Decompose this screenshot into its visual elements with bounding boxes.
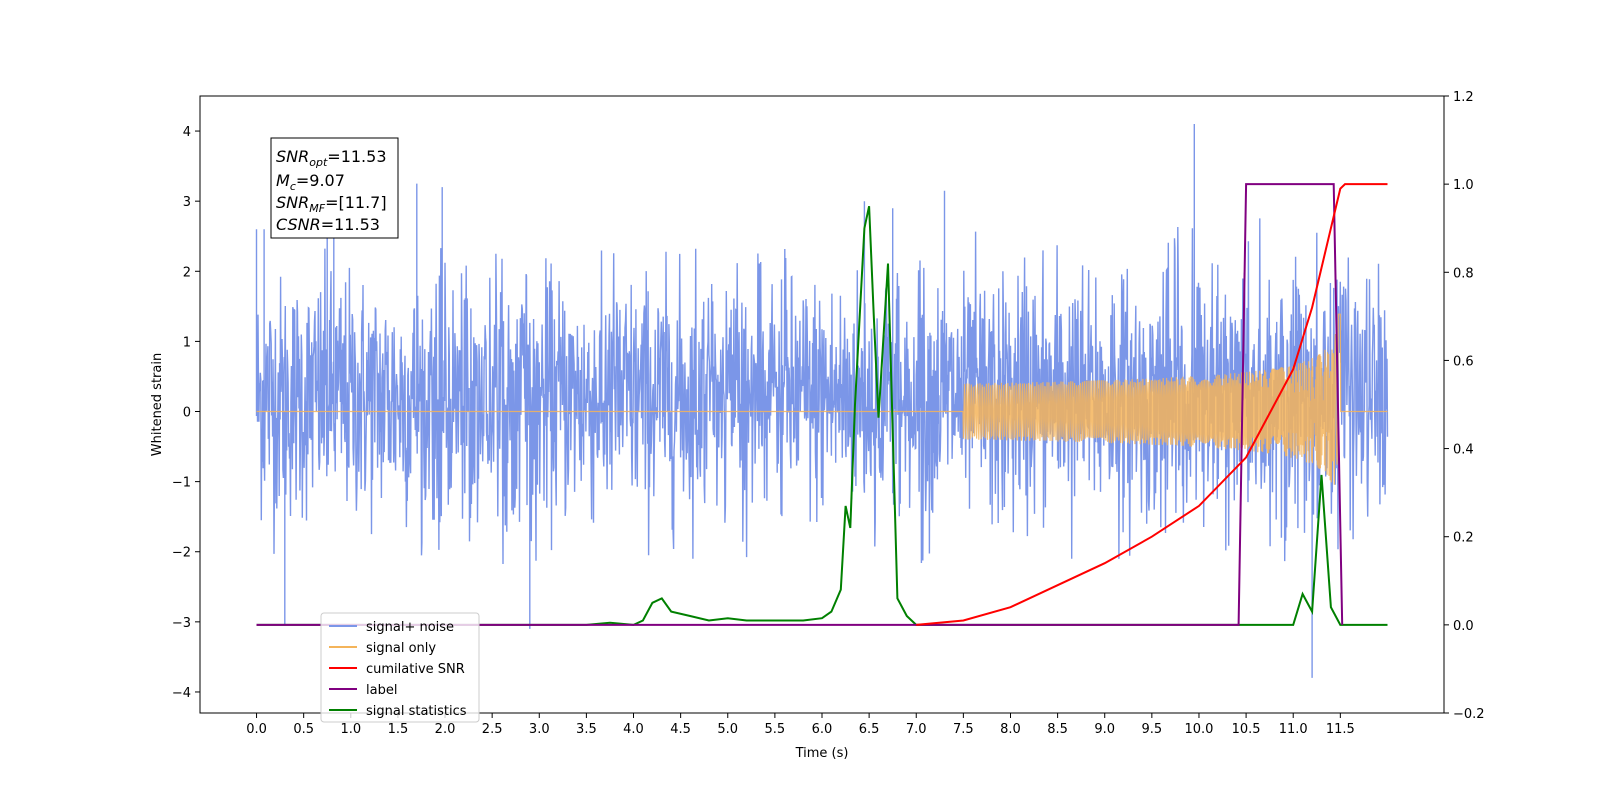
x-tick-label: 7.5 xyxy=(953,722,974,737)
plot-area xyxy=(255,124,1389,678)
x-tick-label: 8.0 xyxy=(1000,722,1021,737)
x-tick-label: 1.0 xyxy=(340,722,361,737)
annotation-snr_opt: SNRopt=11.53 xyxy=(276,147,387,169)
x-tick-label: 1.5 xyxy=(388,722,409,737)
x-tick-label: 9.5 xyxy=(1142,722,1163,737)
annotation-mc: Mc=9.07 xyxy=(276,171,345,193)
x-axis-label: Time (s) xyxy=(795,746,849,761)
y-tick-label-right: 0.4 xyxy=(1453,443,1474,458)
series-cumulative-snr-line xyxy=(916,183,1388,626)
y-axis-label: Whitened strain xyxy=(150,353,165,456)
y-tick-label-left: 0 xyxy=(183,406,191,421)
x-tick-label: 2.5 xyxy=(482,722,503,737)
x-tick-label: 10.5 xyxy=(1232,722,1261,737)
y-tick-label-right: 1.2 xyxy=(1453,90,1474,105)
x-tick-label: 5.0 xyxy=(717,722,738,737)
x-tick-label: 3.0 xyxy=(529,722,550,737)
x-tick-label: 0.0 xyxy=(246,722,267,737)
legend-entry-label: signal statistics xyxy=(366,704,467,719)
legend: signal+ noise signal only cumilative SNR la… xyxy=(320,612,480,723)
x-tick-label: 2.0 xyxy=(435,722,456,737)
x-tick-label: 9.0 xyxy=(1094,722,1115,737)
x-tick-label: 4.5 xyxy=(670,722,691,737)
annotation-csnr: CSNR=11.53 xyxy=(276,215,380,234)
x-tick-label: 3.5 xyxy=(576,722,597,737)
y-tick-label-left: 1 xyxy=(183,335,191,350)
y-tick-label-right: −0.2 xyxy=(1453,707,1485,722)
series-signal-only-line xyxy=(256,313,1388,485)
y-tick-label-left: −1 xyxy=(172,476,191,491)
annotation-snr_mf: SNRMF=[11.7] xyxy=(276,193,387,215)
y-tick-label-right: 0.0 xyxy=(1453,619,1474,634)
series-signal-noise-line xyxy=(255,124,1389,678)
x-tick-label: 4.0 xyxy=(623,722,644,737)
annotation-frame xyxy=(270,137,399,239)
y-tick-label-right: 0.8 xyxy=(1453,266,1474,281)
x-tick-label: 7.0 xyxy=(906,722,927,737)
series-signal-statistics-line xyxy=(256,205,1388,626)
legend-entry-label: signal only xyxy=(366,641,436,656)
x-tick-label: 11.0 xyxy=(1279,722,1308,737)
y-tick-label-left: 4 xyxy=(183,125,191,140)
y-tick-label-left: −2 xyxy=(172,546,191,561)
x-tick-label: 8.5 xyxy=(1047,722,1068,737)
legend-frame xyxy=(320,612,480,723)
y-tick-label-right: 0.2 xyxy=(1453,531,1474,546)
y-tick-label-right: 0.6 xyxy=(1453,354,1474,369)
series-label-line xyxy=(256,183,1344,626)
x-tick-label: 5.5 xyxy=(765,722,786,737)
x-tick-label: 10.0 xyxy=(1184,722,1213,737)
y-tick-label-left: −3 xyxy=(172,616,191,631)
x-tick-label: 11.5 xyxy=(1326,722,1355,737)
x-tick-label: 0.5 xyxy=(293,722,314,737)
x-tick-label: 6.0 xyxy=(812,722,833,737)
snr-annotation-box: SNRopt=11.53Mc=9.07SNRMF=[11.7]CSNR=11.5… xyxy=(270,137,399,239)
y-tick-label-left: −4 xyxy=(172,686,191,701)
legend-entry-label: cumilative SNR xyxy=(366,662,465,677)
legend-entry-label: signal+ noise xyxy=(366,620,454,635)
y-tick-label-left: 3 xyxy=(183,195,191,210)
legend-entry-label: label xyxy=(366,683,397,698)
y-tick-label-right: 1.0 xyxy=(1453,178,1474,193)
x-tick-label: 6.5 xyxy=(859,722,880,737)
y-tick-label-left: 2 xyxy=(183,265,191,280)
